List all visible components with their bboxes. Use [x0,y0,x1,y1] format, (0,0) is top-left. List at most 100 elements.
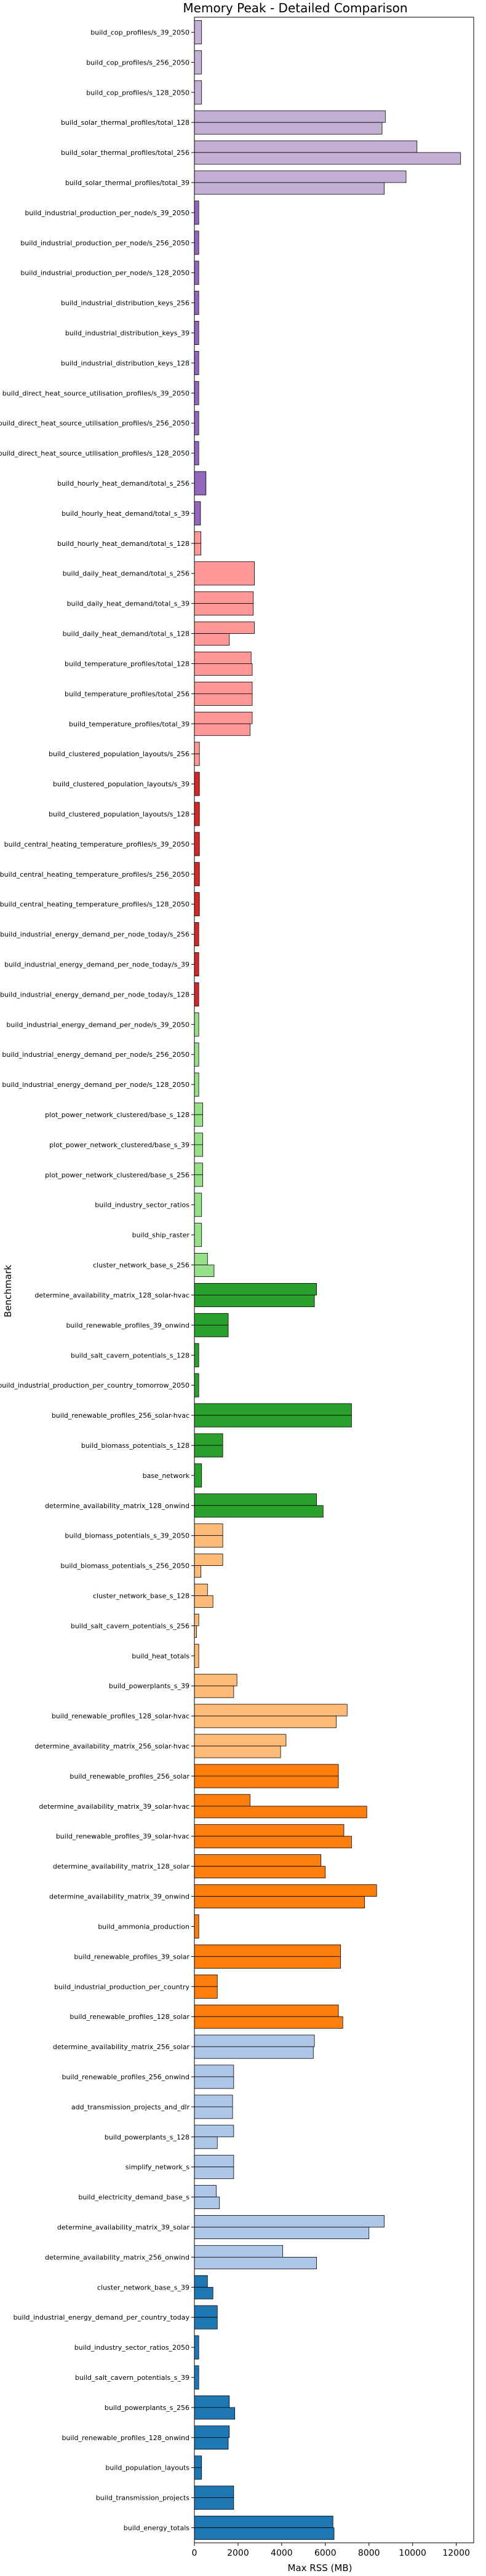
bar-36-0 [194,1102,203,1115]
bar-83-0 [194,2516,333,2528]
y-tick-label: build_industrial_production_per_node/s_3… [25,209,189,217]
y-tick-label: build_industrial_energy_demand_per_count… [13,2313,189,2321]
bar-42-0 [194,1282,317,1295]
bar-54-0 [194,1643,199,1668]
y-tick-label: build_daily_heat_demand/total_s_128 [63,630,189,638]
bar-23-0 [194,711,253,724]
bar-series [194,20,461,2540]
bar-17-1 [194,543,202,556]
bar-49-1 [194,1505,324,1518]
y-tick-label: build_cop_profiles/s_128_2050 [86,89,189,97]
y-tick-label: build_central_heating_temperature_profil… [4,840,189,848]
bar-80-1 [194,2437,229,2450]
bar-22-1 [194,693,253,706]
bar-62-1 [194,1896,365,1909]
y-tick-label: build_ammonia_production [98,1922,189,1930]
bar-31-0 [194,952,199,976]
y-tick-label: build_industrial_distribution_keys_39 [65,330,189,338]
bar-82-0 [194,2486,234,2499]
bar-67-1 [194,2046,314,2059]
bar-69-0 [194,2095,233,2108]
bar-29-0 [194,892,200,917]
y-tick-label: build_central_heating_temperature_profil… [0,871,189,879]
bar-42-1 [194,1295,315,1307]
bar-62-0 [194,1884,377,1897]
y-tick-label: plot_power_network_clustered/base_s_39 [49,1141,189,1149]
y-tick-label: build_salt_cavern_potentials_s_39 [75,2374,189,2382]
bar-16-0 [194,501,201,526]
y-tick-label: build_renewable_profiles_256_solar-hvac [52,1412,189,1420]
y-tick-label: plot_power_network_clustered/base_s_256 [45,1171,189,1179]
y-tick-label: build_industrial_energy_demand_per_node/… [2,1051,189,1059]
bar-51-1 [194,1565,202,1578]
y-tick-label: build_industrial_production_per_node/s_1… [20,269,189,277]
y-tick-label: build_renewable_profiles_256_solar [70,1772,189,1780]
bar-51-0 [194,1554,223,1566]
y-tick-label: build_industrial_energy_demand_per_node_… [0,931,189,939]
x-tick-label: 2000 [227,2548,249,2558]
y-tick-label: simplify_network_s [125,2163,189,2171]
y-tick-label: build_industrial_distribution_keys_256 [61,299,189,307]
bar-55-0 [194,1673,237,1686]
bar-72-0 [194,2185,217,2197]
y-tick-label: build_biomass_potentials_s_128 [81,1442,189,1450]
bar-23-1 [194,723,250,736]
y-tick-label: build_renewable_profiles_128_solar-hvac [52,1712,189,1720]
bar-65-0 [194,1974,218,1987]
y-tick-label: cluster_network_base_s_128 [93,1592,189,1600]
y-tick-label: build_temperature_profiles/total_128 [65,660,189,668]
y-tick-label: build_solar_thermal_profiles/total_39 [65,179,189,187]
bar-40-0 [194,1223,202,1247]
bar-56-1 [194,1715,337,1728]
chart-title: Memory Peak - Detailed Comparison [183,1,407,15]
y-tick-label: build_population_layouts [105,2464,189,2472]
x-tick-label: 10000 [399,2548,426,2558]
y-tick-label: build_powerplants_s_256 [105,2404,189,2412]
y-tick-label: build_renewable_profiles_128_onwind [62,2434,189,2442]
y-tick-label: build_temperature_profiles/total_256 [65,690,189,698]
y-tick-label: determine_availability_matrix_39_solar [57,2224,190,2232]
bar-59-0 [194,1794,250,1807]
bar-9-0 [194,291,199,315]
bar-65-1 [194,1986,218,1999]
y-tick-label: build_biomass_potentials_s_256_2050 [60,1562,189,1570]
y-tick-label: build_direct_heat_source_utilisation_pro… [2,389,189,397]
bar-4-1 [194,152,461,165]
y-tick-label: build_industry_sector_ratios [95,1201,189,1209]
y-tick-label: determine_availability_matrix_39_solar-h… [39,1803,189,1811]
bar-70-1 [194,2136,218,2149]
bar-76-0 [194,2305,218,2318]
bar-68-1 [194,2076,234,2089]
bar-17-0 [194,531,202,544]
y-tick-label: build_temperature_profiles/total_39 [69,720,189,728]
x-ticks: 0 2000 4000 6000 8000 10000 12000 [192,2543,470,2558]
bar-3-1 [194,122,383,135]
bar-77-0 [194,2335,199,2360]
y-tick-label: build_salt_cavern_potentials_s_128 [71,1351,189,1359]
bar-71-0 [194,2155,234,2168]
bar-37-1 [194,1144,203,1157]
bar-35-0 [194,1072,199,1097]
y-tick-label: build_electricity_demand_base_s [78,2194,189,2202]
bar-39-0 [194,1193,202,1217]
bar-21-1 [194,663,253,676]
y-tick-label: build_industrial_energy_demand_per_node_… [0,990,189,998]
y-tick-label: build_clustered_population_layouts/s_39 [53,780,189,788]
bar-24-1 [194,753,200,766]
y-tick-label: plot_power_network_clustered/base_s_128 [45,1111,189,1119]
bar-12-0 [194,381,199,405]
bar-22-0 [194,681,253,694]
bar-45-0 [194,1373,199,1397]
y-tick-label: build_industrial_energy_demand_per_node/… [6,1021,189,1029]
bar-52-1 [194,1595,213,1608]
y-tick-label: build_direct_heat_source_utilisation_pro… [0,449,189,457]
y-tick-label: build_ship_raster [132,1231,190,1239]
bar-18-0 [194,561,255,586]
bar-81-0 [194,2455,202,2468]
bar-25-0 [194,772,200,796]
bar-46-0 [194,1403,352,1416]
bar-74-0 [194,2245,284,2258]
bar-73-0 [194,2215,384,2227]
bar-81-1 [194,2467,202,2480]
